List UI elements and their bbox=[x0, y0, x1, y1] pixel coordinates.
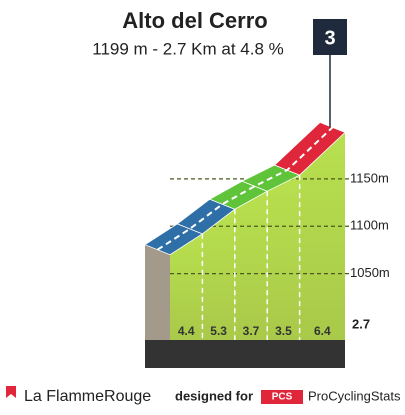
designed-for: designed for bbox=[175, 388, 253, 403]
segment-face bbox=[170, 233, 203, 340]
y-tick-label: 1100m bbox=[350, 218, 389, 233]
gradient-label: 3.5 bbox=[275, 324, 292, 338]
brand: La FlammeRouge bbox=[24, 388, 151, 405]
gradient-label: 5.3 bbox=[210, 324, 227, 338]
distance-band bbox=[145, 340, 345, 368]
y-tick-label: 1050m bbox=[350, 265, 390, 280]
profile-line bbox=[156, 126, 334, 251]
subtitle: 1199 m - 2.7 Km at 4.8 % bbox=[92, 39, 284, 58]
x-tick-label: 2.7 bbox=[352, 316, 370, 331]
gradient-label: 4.4 bbox=[178, 324, 195, 338]
pcs: PCS bbox=[272, 392, 293, 403]
gradient-label: 6.4 bbox=[314, 324, 331, 338]
site: ProCyclingStats bbox=[308, 388, 401, 403]
flag-icon bbox=[6, 386, 16, 398]
category: 3 bbox=[324, 27, 335, 49]
gradient-label: 3.7 bbox=[243, 324, 260, 338]
pcs-logo bbox=[261, 390, 303, 404]
segment-face bbox=[234, 191, 268, 340]
y-tick-label: 1150m bbox=[350, 170, 389, 185]
segment-face bbox=[267, 175, 300, 340]
side-wall bbox=[145, 244, 170, 368]
title: Alto del Cerro bbox=[122, 8, 267, 33]
segment-face bbox=[299, 132, 345, 340]
category-badge bbox=[313, 19, 347, 55]
plot: 1050m1100m1150m0.51.01.52.02.74.45.33.73… bbox=[144, 55, 390, 368]
segment-face bbox=[202, 209, 235, 340]
